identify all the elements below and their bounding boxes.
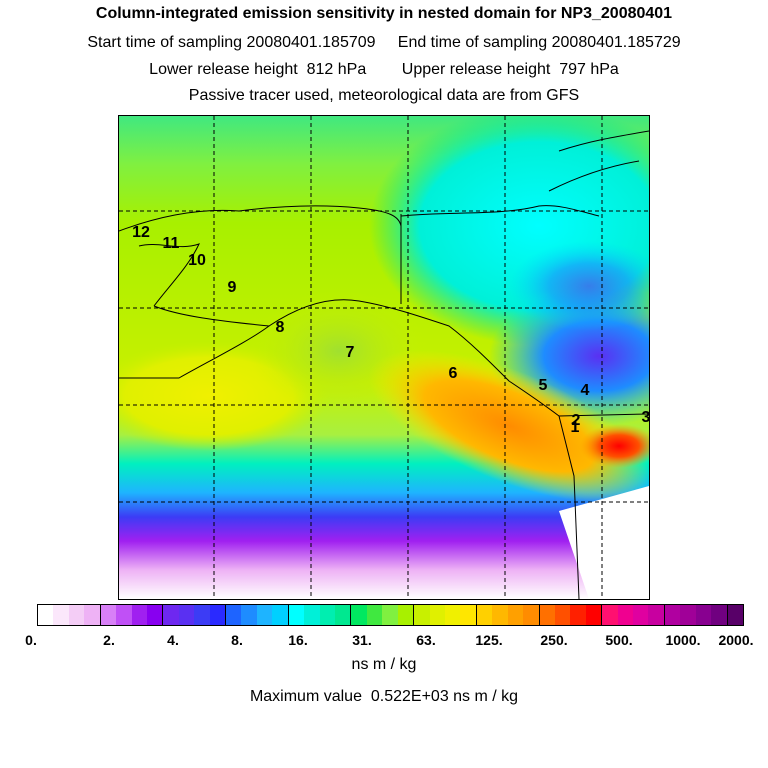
point-label-9: 9 [227,279,237,296]
point-label-2: 2 [571,412,581,429]
colorbar-swatch [444,605,461,625]
colorbar-swatch [241,605,257,625]
colorbar-swatch [194,605,210,625]
colorbar-tick-63: 63. [416,632,436,648]
colorbar-swatch [554,605,571,625]
blue-region-north [509,241,649,331]
point-label-3: 3 [641,409,650,426]
map-canvas [119,116,649,599]
colorbar-tick-1000: 1000. [665,632,701,648]
colorbar-swatch [319,605,336,625]
colorbar-swatch [711,605,728,625]
arctic-coast [119,205,402,232]
colorbar-swatch [116,605,132,625]
max-value-text: Maximum value 0.522E+03 ns m / kg [249,688,519,705]
colorbar-swatch [178,605,195,625]
colorbar-swatch [648,605,665,625]
peninsula-coast [119,305,271,379]
tracer-info-line: Passive tracer used, meteorological data… [188,87,580,104]
colorbar-tick-125: 125. [475,632,503,648]
colorbar-swatch [695,605,712,625]
colorbar-swatch [523,605,540,625]
colorbar-swatch [633,605,649,625]
colorbar-swatch [570,605,586,625]
sensitivity-map: 1 2 3 4 5 6 7 8 9 10 11 12 [118,115,650,600]
colorbar-swatch [492,605,508,625]
colorbar-swatch [38,605,54,625]
gulf-coast [268,299,580,599]
sampling-time-line: Start time of sampling 20080401.185709 E… [87,34,681,51]
arctic-islands [548,130,649,192]
map-title: Column-integrated emission sensitivity i… [95,5,673,22]
colorbar-swatch [288,605,305,625]
colorbar-swatch [131,605,147,625]
point-label-4: 4 [580,382,590,399]
western-alaska-coast [138,243,200,307]
point-label-7: 7 [345,344,355,361]
point-label-8: 8 [275,319,285,336]
colorbar-tick-31: 31. [352,632,372,648]
colorbar-swatch [664,605,681,625]
colorbar-swatch [507,605,524,625]
colorbar-swatch [382,605,398,625]
colorbar-swatch [585,605,603,625]
point-label-11: 11 [162,235,180,252]
colorbar-swatch [226,605,242,625]
colorbar-swatch [335,605,352,625]
colorbar-swatch [366,605,383,625]
colorbar-tick-8: 8. [231,632,243,648]
point-label-12: 12 [132,224,150,241]
colorbar-tick-0: 0. [25,632,37,648]
colorbar-tick-500: 500. [605,632,633,648]
land-no-data [559,486,649,599]
colorbar-units: ns m / kg [351,656,417,673]
colorbar-tick-250: 250. [540,632,568,648]
colorbar-tick-4: 4. [167,632,179,648]
coastlines [119,130,649,599]
colorbar-swatch [397,605,415,625]
point-label-5: 5 [538,377,548,394]
red-maximum [579,424,649,468]
colorbar-swatch [272,605,289,625]
colorbar-swatch [429,605,445,625]
colorbar-swatch [680,605,696,625]
colorbar-tick-2000: 2000. [718,632,754,648]
point-label-1: 1 [570,419,580,436]
canada-arctic-coast [400,205,600,217]
colorbar-swatch [539,605,555,625]
colorbar-swatch [617,605,634,625]
colorbar-swatch [476,605,493,625]
colorbar-swatch [53,605,69,625]
grid-lines [119,116,649,599]
colorbar-swatch [163,605,179,625]
orange-plume [368,350,649,502]
colorbar-swatch [68,605,85,625]
colorbar-swatch [414,605,430,625]
colorbar-swatch [602,605,618,625]
colorbar-swatch [460,605,477,625]
colorbar [37,604,744,626]
colorbar-swatch [256,605,273,625]
colorbar-tick-2: 2. [103,632,115,648]
colorbar-swatch [146,605,164,625]
colorbar-swatch [351,605,367,625]
point-label-6: 6 [448,365,458,382]
colorbar-swatch [304,605,320,625]
release-height-line: Lower release height 812 hPa Upper relea… [149,61,619,78]
colorbar-swatch [727,605,743,625]
us-border [558,413,649,417]
point-label-10: 10 [188,252,206,269]
colorbar-swatch [84,605,101,625]
colorbar-swatch [100,605,117,625]
colorbar-tick-16: 16. [288,632,308,648]
colorbar-swatch [209,605,227,625]
